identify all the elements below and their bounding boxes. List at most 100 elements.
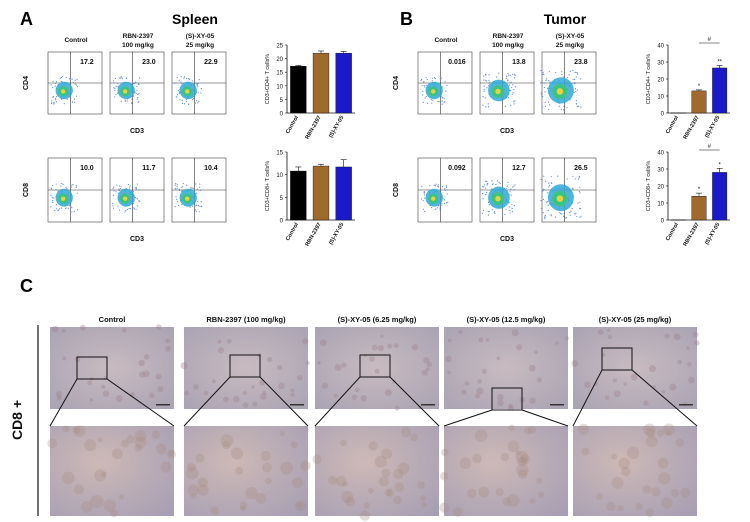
flow-dot <box>120 100 122 102</box>
tissue-texture <box>368 441 379 451</box>
flow-dot <box>484 97 486 99</box>
tissue-texture <box>110 509 118 518</box>
tissue-texture <box>673 333 681 341</box>
flow-dot <box>423 194 426 196</box>
tissue-texture <box>596 493 603 501</box>
flow-dot <box>540 70 542 72</box>
flow-dot <box>181 99 183 102</box>
column-header: 25 mg/kg <box>186 42 214 49</box>
flow-dot <box>192 205 194 207</box>
density-core <box>556 195 564 203</box>
flow-dot <box>183 77 185 79</box>
column-header: (S)-XY-05 <box>186 33 215 40</box>
ihc-image-high-mag <box>184 426 308 516</box>
axis-label-x: CD3 <box>130 128 144 135</box>
quadrant-percent: 11.7 <box>142 165 155 172</box>
significance-mark: * <box>698 84 701 90</box>
flow-dot <box>75 84 78 86</box>
ihc-column-header: (S)-XY-05 (12.5 mg/kg) <box>467 315 546 324</box>
flow-dot <box>424 97 426 99</box>
tissue-texture <box>115 395 123 402</box>
tissue-texture <box>524 427 532 435</box>
flow-dot <box>76 192 78 194</box>
column-header: Control <box>434 37 457 44</box>
flow-dot <box>136 198 138 200</box>
tissue-texture <box>222 441 231 450</box>
tissue-texture <box>195 453 205 463</box>
tissue-texture <box>359 510 370 522</box>
flow-dot <box>197 204 200 207</box>
scale-bar <box>679 404 693 406</box>
flow-dot <box>178 204 180 206</box>
flow-dot <box>60 77 63 79</box>
flow-dot <box>54 85 56 87</box>
flow-dot <box>575 76 577 78</box>
flow-dot <box>174 184 176 186</box>
flow-dot <box>438 205 440 207</box>
tissue-texture <box>410 433 418 442</box>
tissue-texture <box>607 334 613 340</box>
flow-dot <box>196 83 199 85</box>
flow-dot <box>54 209 56 212</box>
tissue-texture <box>380 334 384 339</box>
tissue-texture <box>581 447 590 456</box>
flow-dot <box>55 204 57 206</box>
y-tick-label: 30 <box>657 61 664 67</box>
tissue-texture <box>618 457 630 470</box>
flow-dot <box>126 208 129 211</box>
flow-dot <box>181 102 184 105</box>
flow-dot <box>544 215 547 217</box>
tissue-texture <box>143 353 150 360</box>
tissue-texture <box>617 504 624 512</box>
flow-dot <box>64 207 67 210</box>
flow-dot <box>54 82 57 84</box>
flow-dot <box>499 182 501 185</box>
flow-dot <box>189 206 191 208</box>
tissue-texture <box>508 403 513 408</box>
flow-dot <box>50 194 52 197</box>
y-tick-label: 15 <box>276 151 283 157</box>
tissue-texture <box>230 447 244 460</box>
flow-dot <box>514 74 516 76</box>
flow-dot <box>75 186 77 188</box>
scale-bar <box>156 404 170 406</box>
tissue-texture <box>500 452 510 462</box>
panel-letter-b: B <box>400 9 413 29</box>
tissue-texture <box>251 385 255 389</box>
flow-dot <box>550 182 552 184</box>
tissue-texture <box>351 394 358 401</box>
flow-dot <box>548 80 550 82</box>
flow-dot <box>196 188 199 190</box>
flow-dot <box>485 106 487 108</box>
tissue-texture <box>417 481 425 489</box>
flow-dot <box>547 209 549 212</box>
flow-dot <box>70 186 72 188</box>
axis-label-x: CD3 <box>500 128 514 135</box>
tissue-texture <box>400 427 412 438</box>
flow-dot <box>575 72 577 74</box>
tissue-texture <box>73 484 85 495</box>
flow-dot <box>487 106 490 108</box>
flow-dot <box>570 210 572 212</box>
tissue-texture <box>605 501 616 512</box>
category-label: (S)-XY-05 <box>704 222 721 246</box>
tissue-texture <box>604 395 610 401</box>
flow-dot <box>135 92 137 95</box>
flow-dot <box>554 216 557 218</box>
flow-dot <box>507 80 509 82</box>
flow-dot <box>198 79 200 81</box>
flow-dot <box>135 188 137 190</box>
tissue-texture <box>529 498 536 505</box>
flow-dot <box>575 91 577 93</box>
tissue-texture <box>342 480 348 487</box>
flow-dot <box>509 206 511 208</box>
tissue-texture <box>72 426 81 435</box>
flow-dot <box>558 105 560 107</box>
flow-dot <box>484 184 486 186</box>
flow-dot <box>55 183 57 185</box>
flow-dot <box>183 103 186 105</box>
flow-dot <box>484 187 487 189</box>
flow-dot <box>114 87 116 89</box>
flow-dot <box>182 186 184 188</box>
